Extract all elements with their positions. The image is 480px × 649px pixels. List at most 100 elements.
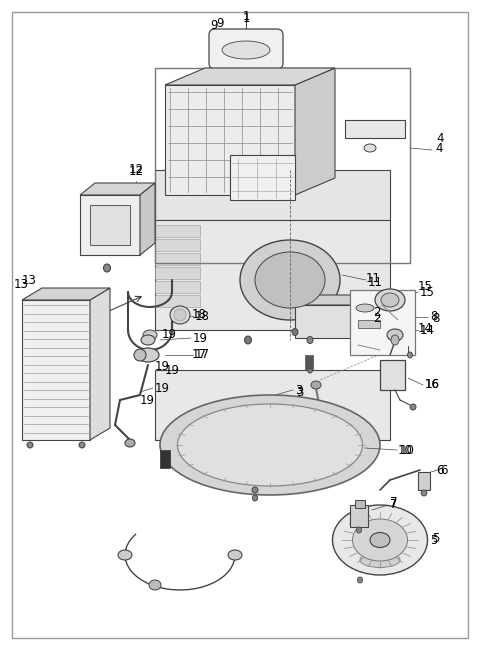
Ellipse shape bbox=[79, 442, 85, 448]
Text: 4: 4 bbox=[435, 141, 443, 154]
Bar bbox=[350, 290, 415, 355]
Ellipse shape bbox=[240, 240, 340, 320]
Text: 19: 19 bbox=[193, 332, 208, 345]
Ellipse shape bbox=[252, 495, 257, 501]
Text: 5: 5 bbox=[432, 532, 439, 545]
Text: 6: 6 bbox=[440, 463, 447, 476]
Text: 9: 9 bbox=[211, 19, 218, 32]
Ellipse shape bbox=[178, 404, 362, 486]
Text: 6: 6 bbox=[436, 463, 444, 476]
Bar bbox=[358, 320, 380, 328]
Polygon shape bbox=[155, 170, 390, 220]
Text: 19: 19 bbox=[155, 382, 170, 395]
Polygon shape bbox=[22, 300, 90, 440]
Ellipse shape bbox=[222, 41, 270, 59]
Text: 11: 11 bbox=[366, 271, 381, 284]
Ellipse shape bbox=[244, 336, 252, 344]
Ellipse shape bbox=[352, 519, 408, 561]
Ellipse shape bbox=[387, 329, 403, 341]
Text: 10: 10 bbox=[398, 443, 413, 456]
Polygon shape bbox=[80, 195, 140, 255]
Polygon shape bbox=[155, 225, 200, 237]
Text: 18: 18 bbox=[192, 308, 207, 321]
Ellipse shape bbox=[364, 144, 376, 152]
Ellipse shape bbox=[170, 306, 190, 324]
Bar bbox=[418, 472, 430, 490]
Text: 7: 7 bbox=[390, 496, 397, 509]
Polygon shape bbox=[165, 68, 335, 85]
Text: 19: 19 bbox=[155, 360, 170, 374]
Polygon shape bbox=[165, 85, 295, 195]
Ellipse shape bbox=[252, 487, 258, 493]
Ellipse shape bbox=[27, 442, 33, 448]
Text: 2: 2 bbox=[373, 312, 381, 324]
Text: 15: 15 bbox=[420, 286, 435, 299]
Text: 12: 12 bbox=[129, 165, 144, 178]
Ellipse shape bbox=[104, 264, 110, 272]
Text: 19: 19 bbox=[162, 328, 177, 341]
Bar bbox=[345, 120, 405, 138]
Bar bbox=[160, 450, 170, 468]
Polygon shape bbox=[22, 288, 110, 300]
Text: 16: 16 bbox=[425, 378, 440, 391]
Text: 7: 7 bbox=[390, 498, 397, 511]
Ellipse shape bbox=[356, 304, 374, 312]
Ellipse shape bbox=[308, 367, 312, 373]
Text: 14: 14 bbox=[418, 321, 433, 334]
Ellipse shape bbox=[357, 527, 361, 533]
Ellipse shape bbox=[421, 490, 427, 496]
Text: 8: 8 bbox=[432, 312, 439, 324]
Ellipse shape bbox=[333, 505, 428, 575]
Polygon shape bbox=[155, 295, 200, 307]
Bar bbox=[355, 500, 365, 508]
Polygon shape bbox=[155, 239, 200, 251]
Text: 8: 8 bbox=[430, 310, 437, 323]
Text: 4: 4 bbox=[436, 132, 444, 145]
Text: 1: 1 bbox=[242, 12, 250, 25]
Polygon shape bbox=[155, 370, 390, 440]
Polygon shape bbox=[155, 253, 200, 265]
Text: 11: 11 bbox=[368, 275, 383, 289]
Ellipse shape bbox=[118, 550, 132, 560]
Ellipse shape bbox=[228, 550, 242, 560]
Text: 5: 5 bbox=[430, 533, 437, 546]
Ellipse shape bbox=[137, 348, 159, 362]
Ellipse shape bbox=[125, 439, 135, 447]
Bar bbox=[155, 68, 410, 263]
Bar bbox=[380, 360, 405, 390]
Text: 3: 3 bbox=[295, 384, 302, 397]
Text: 17: 17 bbox=[192, 347, 207, 360]
Ellipse shape bbox=[408, 352, 412, 358]
Polygon shape bbox=[295, 68, 335, 195]
Ellipse shape bbox=[410, 404, 416, 410]
Text: 3: 3 bbox=[296, 387, 303, 400]
Ellipse shape bbox=[149, 580, 161, 590]
Ellipse shape bbox=[311, 381, 321, 389]
Ellipse shape bbox=[255, 252, 325, 308]
Ellipse shape bbox=[307, 336, 313, 343]
Ellipse shape bbox=[174, 309, 186, 321]
Polygon shape bbox=[155, 281, 200, 293]
Text: 15: 15 bbox=[418, 280, 433, 293]
Polygon shape bbox=[155, 267, 200, 279]
Polygon shape bbox=[80, 183, 155, 195]
Text: 9: 9 bbox=[216, 17, 224, 30]
Text: 12: 12 bbox=[129, 163, 144, 176]
Polygon shape bbox=[230, 155, 295, 200]
Bar bbox=[305, 355, 313, 369]
Text: 1: 1 bbox=[242, 10, 250, 23]
Bar bbox=[350, 505, 368, 527]
Text: 19: 19 bbox=[165, 363, 180, 376]
Ellipse shape bbox=[370, 532, 390, 548]
Text: 13: 13 bbox=[14, 278, 29, 291]
Text: 17: 17 bbox=[195, 349, 210, 361]
Ellipse shape bbox=[391, 335, 399, 345]
Polygon shape bbox=[90, 205, 130, 245]
Ellipse shape bbox=[143, 330, 157, 340]
Text: 18: 18 bbox=[195, 310, 210, 323]
FancyBboxPatch shape bbox=[209, 29, 283, 69]
Ellipse shape bbox=[160, 395, 380, 495]
Ellipse shape bbox=[141, 335, 155, 345]
Text: 16: 16 bbox=[425, 378, 440, 391]
Text: 19: 19 bbox=[140, 393, 155, 406]
